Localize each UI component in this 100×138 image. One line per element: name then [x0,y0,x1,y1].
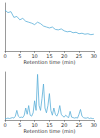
svg-text:5: 5 [18,122,21,128]
svg-text:15: 15 [46,122,52,128]
svg-text:30: 30 [91,53,97,59]
svg-text:Retention time (min): Retention time (min) [23,59,75,65]
svg-text:25: 25 [76,122,82,128]
svg-text:Retention time (min): Retention time (min) [23,128,75,134]
svg-text:25: 25 [76,53,82,59]
svg-text:0: 0 [3,53,6,59]
svg-text:5: 5 [18,53,21,59]
svg-text:15: 15 [46,53,52,59]
svg-text:10: 10 [31,122,37,128]
svg-text:30: 30 [91,122,97,128]
svg-text:20: 20 [61,122,67,128]
svg-text:20: 20 [61,53,67,59]
svg-text:0: 0 [3,122,6,128]
svg-text:10: 10 [31,53,37,59]
